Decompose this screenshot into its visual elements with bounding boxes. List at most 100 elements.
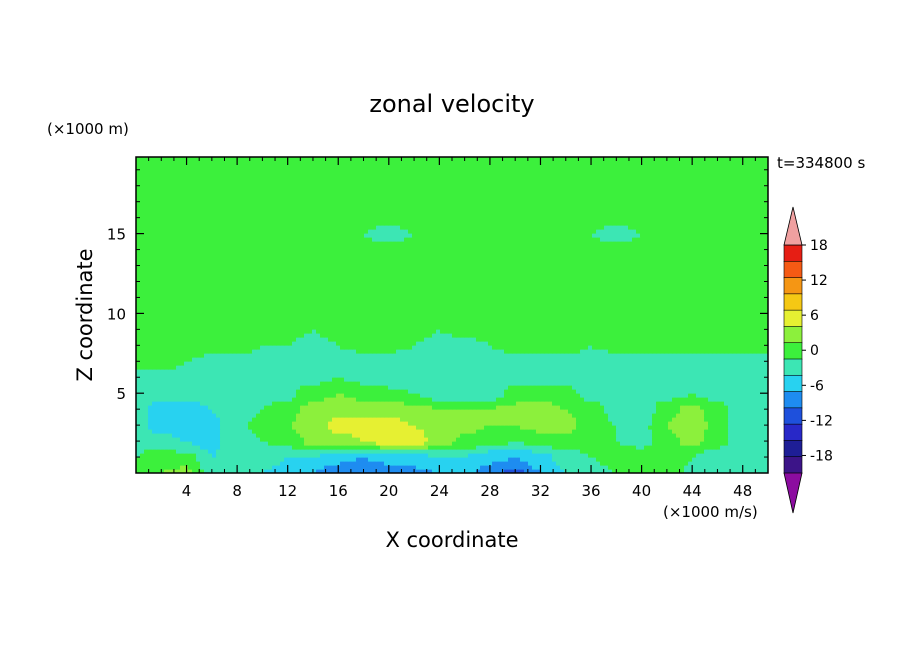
field-cell [596, 357, 601, 362]
field-cell [420, 433, 425, 438]
field-cell [568, 453, 573, 458]
field-cell [248, 357, 253, 362]
field-cell [180, 409, 185, 414]
field-cell [612, 465, 617, 470]
field-cell [684, 441, 689, 446]
field-cell [436, 437, 441, 442]
field-cell [284, 369, 289, 374]
chart-title: zonal velocity [369, 90, 534, 118]
field-cell [252, 425, 257, 430]
field-cell [304, 409, 309, 414]
field-cell [600, 433, 605, 438]
field-cell [624, 369, 629, 374]
field-cell [528, 461, 533, 466]
field-cell [492, 381, 497, 386]
field-cell [652, 353, 657, 358]
field-cell [580, 385, 585, 390]
field-cell [468, 385, 473, 390]
field-cell [596, 349, 601, 354]
field-cell [408, 405, 413, 410]
field-cell [260, 437, 265, 442]
field-cell [196, 421, 201, 426]
field-cell [588, 437, 593, 442]
field-cell [368, 361, 373, 366]
field-cell [352, 353, 357, 358]
field-cell [276, 449, 281, 454]
field-cell [444, 361, 449, 366]
field-cell [632, 453, 637, 458]
field-cell [216, 389, 221, 394]
field-cell [252, 389, 257, 394]
field-cell [684, 361, 689, 366]
field-cell [560, 365, 565, 370]
field-cell [756, 357, 761, 362]
field-cell [176, 449, 181, 454]
field-cell [324, 381, 329, 386]
field-cell [356, 445, 361, 450]
field-cell [288, 413, 293, 418]
field-cell [484, 465, 489, 470]
field-cell [360, 457, 365, 462]
field-cell [332, 409, 337, 414]
field-cell [648, 353, 653, 358]
field-cell [176, 385, 181, 390]
field-cell [356, 361, 361, 366]
field-cell [336, 393, 341, 398]
field-cell [456, 409, 461, 414]
field-cell [340, 461, 345, 466]
field-cell [228, 381, 233, 386]
field-cell [516, 461, 521, 466]
field-cell [636, 361, 641, 366]
field-cell [700, 405, 705, 410]
field-cell [552, 369, 557, 374]
field-cell [652, 389, 657, 394]
field-cell [328, 345, 333, 350]
field-cell [280, 449, 285, 454]
field-cell [484, 413, 489, 418]
field-cell [344, 461, 349, 466]
field-cell [528, 425, 533, 430]
field-cell [660, 449, 665, 454]
field-cell [528, 381, 533, 386]
field-cell [468, 357, 473, 362]
field-cell [296, 445, 301, 450]
field-cell [540, 397, 545, 402]
field-cell [208, 401, 213, 406]
field-cell [312, 401, 317, 406]
field-cell [300, 413, 305, 418]
field-cell [484, 441, 489, 446]
field-cell [484, 461, 489, 466]
field-cell [700, 437, 705, 442]
field-cell [192, 469, 197, 473]
field-cell [176, 369, 181, 374]
field-cell [228, 429, 233, 434]
field-cell [568, 365, 573, 370]
field-cell [400, 441, 405, 446]
field-cell [304, 365, 309, 370]
field-cell [408, 449, 413, 454]
field-cell [168, 457, 173, 462]
field-cell [324, 453, 329, 458]
field-cell [652, 457, 657, 462]
field-cell [164, 429, 169, 434]
field-cell [744, 369, 749, 374]
field-cell [628, 441, 633, 446]
field-cell [696, 417, 701, 422]
field-cell [156, 401, 161, 406]
field-cell [424, 349, 429, 354]
field-cell [332, 421, 337, 426]
field-cell [528, 457, 533, 462]
field-cell [608, 385, 613, 390]
field-cell [652, 433, 657, 438]
field-cell [448, 453, 453, 458]
field-cell [220, 437, 225, 442]
field-cell [360, 453, 365, 458]
field-cell [476, 357, 481, 362]
field-cell [140, 369, 145, 374]
field-cell [536, 429, 541, 434]
field-cell [672, 369, 677, 374]
field-cell [196, 365, 201, 370]
field-cell [352, 369, 357, 374]
field-cell [224, 465, 229, 470]
field-cell [456, 345, 461, 350]
